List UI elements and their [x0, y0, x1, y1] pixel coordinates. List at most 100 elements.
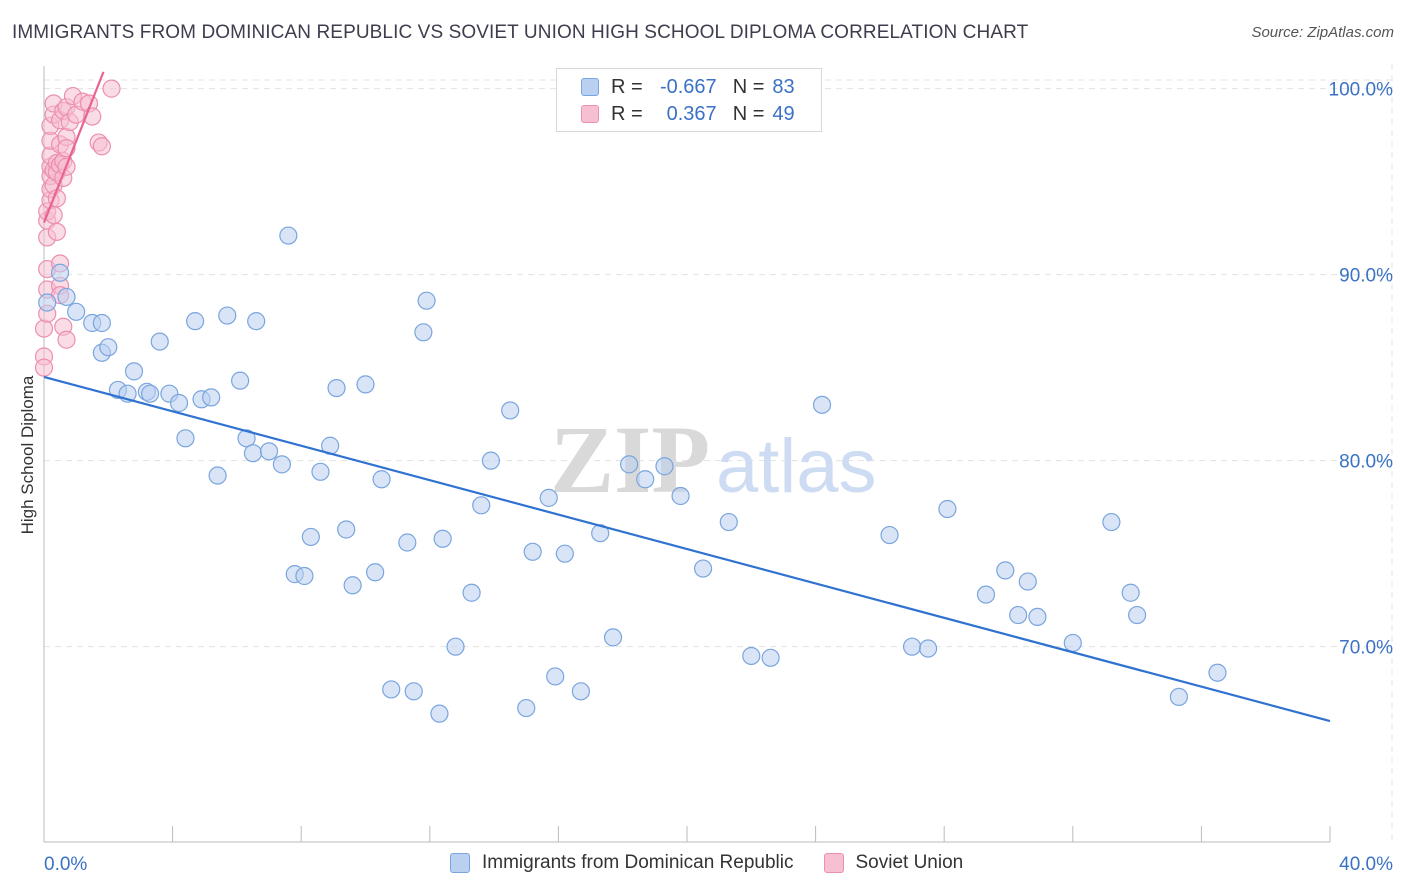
- data-point-dominican: [433, 529, 452, 548]
- data-point-dominican: [671, 486, 690, 506]
- data-point-dominican: [603, 628, 623, 647]
- data-point-dominican: [919, 639, 938, 658]
- data-point-dominican: [259, 442, 279, 461]
- data-point-dominican: [517, 698, 536, 718]
- x-tick-label: 40.0%: [1339, 854, 1393, 875]
- data-point-dominican: [1208, 663, 1227, 682]
- data-point-dominican: [430, 704, 449, 723]
- legend-swatch-pink: [823, 853, 844, 873]
- data-point-dominican: [57, 287, 76, 307]
- source-label: Source: ZipAtlas.com: [1251, 24, 1394, 41]
- data-point-dominican: [539, 488, 558, 507]
- series-dominican-republic: [38, 226, 1227, 723]
- data-point-dominican: [272, 455, 292, 474]
- data-point-dominican: [523, 542, 542, 561]
- data-point-dominican: [202, 388, 221, 407]
- data-point-dominican: [501, 401, 520, 420]
- data-point-dominican: [382, 680, 401, 699]
- data-point-dominican: [243, 444, 263, 463]
- data-point-dominican: [231, 371, 250, 390]
- data-point-dominican: [481, 451, 500, 470]
- data-point-dominican: [366, 563, 385, 582]
- data-point-soviet: [47, 222, 66, 241]
- data-point-dominican: [67, 302, 86, 321]
- gridlines: [44, 64, 1393, 842]
- watermark: ZIP atlas: [550, 406, 877, 513]
- data-point-dominican: [356, 375, 375, 394]
- data-point-dominican: [620, 455, 639, 474]
- data-point-dominican: [976, 585, 996, 604]
- data-point-dominican: [1009, 605, 1028, 625]
- data-point-dominican: [742, 646, 761, 666]
- data-point-dominican: [417, 291, 436, 310]
- x-axis: 0.0% 40.0%: [43, 66, 1393, 875]
- n-value: 49: [772, 102, 795, 125]
- legend-row-dominican: R = -0.667 N = 83: [581, 75, 795, 99]
- data-point-dominican: [337, 520, 356, 539]
- data-point-dominican: [472, 496, 491, 515]
- stats-legend: R = -0.667 N = 83 R = 0.367 N = 49: [556, 68, 822, 132]
- data-point-dominican: [761, 648, 780, 667]
- y-tick-label: 80.0%: [1339, 452, 1393, 473]
- n-value: 83: [772, 75, 795, 98]
- data-point-dominican: [1127, 605, 1147, 625]
- data-point-dominican: [38, 293, 57, 312]
- data-point-dominican: [555, 544, 574, 563]
- data-point-soviet: [102, 79, 121, 98]
- data-point-soviet: [57, 330, 76, 349]
- data-point-dominican: [92, 313, 111, 333]
- data-point-dominican: [571, 682, 591, 701]
- data-point-dominican: [140, 384, 160, 403]
- data-point-dominican: [208, 466, 227, 485]
- data-point-dominican: [655, 457, 674, 476]
- n-label: N =: [732, 75, 765, 98]
- legend-swatch-pink: [581, 105, 599, 123]
- series-soviet-union: [34, 79, 121, 377]
- data-point-dominican: [1063, 633, 1082, 653]
- legend-row-soviet: R = 0.367 N = 49: [581, 102, 795, 126]
- data-point-dominican: [636, 470, 655, 489]
- data-point-dominican: [938, 499, 957, 519]
- data-point-dominican: [295, 566, 314, 586]
- data-point-dominican: [327, 379, 346, 398]
- watermark-atlas: atlas: [716, 424, 877, 509]
- data-point-dominican: [150, 332, 169, 351]
- y-tick-label: 90.0%: [1339, 266, 1393, 287]
- data-point-dominican: [446, 637, 465, 656]
- r-label: R =: [611, 102, 643, 125]
- data-point-dominican: [176, 429, 195, 448]
- data-point-dominican: [1102, 512, 1121, 532]
- data-point-soviet: [34, 358, 54, 377]
- data-point-dominican: [301, 527, 320, 547]
- data-point-dominican: [462, 583, 481, 602]
- data-point-dominican: [372, 470, 391, 489]
- data-point-dominican: [1018, 572, 1037, 591]
- data-point-dominican: [311, 462, 330, 481]
- y-tick-label: 100.0%: [1329, 80, 1394, 101]
- data-point-dominican: [343, 576, 362, 595]
- series-legend: Immigrants from Dominican Republic Sovie…: [450, 852, 993, 874]
- data-point-dominican: [1169, 687, 1188, 707]
- data-point-dominican: [99, 338, 118, 357]
- y-tick-label: 70.0%: [1339, 638, 1393, 659]
- r-label: R =: [611, 75, 643, 98]
- r-value: 0.367: [666, 102, 717, 125]
- legend-item-soviet: Soviet Union: [823, 852, 964, 874]
- data-point-dominican: [1028, 607, 1047, 627]
- data-point-dominican: [996, 561, 1015, 580]
- trend-line-dominican: [43, 375, 1331, 723]
- n-label: N =: [732, 102, 765, 125]
- data-point-dominican: [279, 226, 298, 245]
- data-point-dominican: [812, 395, 832, 414]
- legend-item-dominican: Immigrants from Dominican Republic: [450, 852, 794, 874]
- x-tick-label: 0.0%: [44, 854, 87, 875]
- data-point-dominican: [719, 512, 738, 532]
- data-point-soviet: [34, 319, 54, 338]
- data-point-dominican: [186, 312, 205, 331]
- r-value: -0.667: [659, 75, 717, 98]
- data-point-dominican: [247, 312, 266, 331]
- data-point-dominican: [124, 362, 144, 381]
- legend-label-dominican: Immigrants from Dominican Republic: [482, 852, 794, 873]
- legend-label-soviet: Soviet Union: [855, 852, 964, 873]
